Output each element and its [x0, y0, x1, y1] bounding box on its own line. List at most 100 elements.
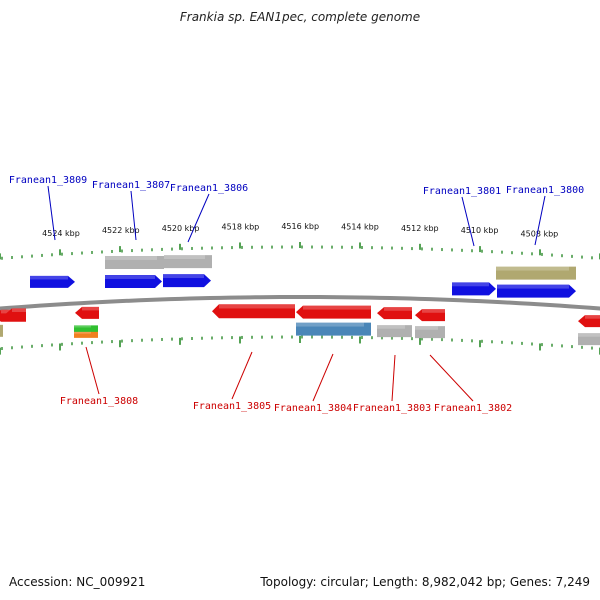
gene-franean1-3805-arrow	[212, 304, 295, 319]
gene-franean1-3806-arrow	[163, 274, 211, 288]
gene-franean1-3809-arrow	[30, 275, 75, 288]
gene-reverse-edge-right-highlight	[585, 315, 600, 319]
scale-label-4508: 4508 kbp	[521, 229, 559, 238]
rna-block-orange-highlight	[74, 331, 91, 334]
gene-franean1-3807-arrow	[105, 275, 162, 289]
gene-franean1-3803-arrow-highlight	[384, 307, 412, 311]
rna-block-orange	[74, 331, 98, 338]
pseudo-gene-block-a-highlight	[105, 256, 157, 260]
pseudo-gene-edge-right-body	[578, 333, 600, 346]
rna-block-green-highlight	[74, 325, 91, 328]
reverse-gene-4-leader	[429, 354, 474, 402]
rna-block-steel-highlight	[296, 322, 364, 327]
reverse-gene-0-leader	[85, 346, 100, 395]
gene-franean1-3808-arrow-body	[75, 306, 99, 319]
forward-gene-0-label: Franean1_3809	[9, 175, 87, 186]
reverse-gene-4-label: Franean1_3802	[434, 403, 512, 414]
pseudo-gene-block-b-body	[164, 255, 212, 269]
gene-franean1-3807-arrow-highlight	[105, 275, 155, 279]
gene-franean1-3801-arrow-body	[452, 282, 496, 296]
gene-franean1-3805-arrow-highlight	[219, 304, 295, 309]
forward-gene-0-leader	[47, 185, 56, 241]
gene-reverse-edge-left-b	[5, 308, 26, 321]
forward-gene-2-leader	[187, 193, 210, 243]
outer-tick-row	[0, 242, 600, 260]
rna-block-orange-body	[74, 331, 98, 338]
accession-text: Accession: NC_009921	[9, 575, 146, 589]
scale-label-4522: 4522 kbp	[102, 226, 140, 235]
rna-block-olive-body	[496, 266, 576, 280]
scale-label-4518: 4518 kbp	[222, 222, 260, 231]
gene-franean1-3809-arrow-body	[30, 275, 75, 288]
gene-reverse-edge-left-b-body	[5, 308, 26, 321]
gene-franean1-3802-arrow-highlight	[422, 309, 445, 313]
gene-franean1-3809-arrow-highlight	[30, 275, 68, 280]
gene-franean1-3805-arrow-body	[212, 304, 295, 319]
pseudo-gene-block-c-highlight	[377, 325, 405, 329]
pseudo-gene-block-d-body	[415, 326, 445, 339]
reverse-gene-1-label: Franean1_3805	[193, 401, 271, 412]
scale-label-4514: 4514 kbp	[341, 222, 379, 231]
page-title: Frankia sp. EAN1pec, complete genome	[179, 10, 421, 24]
gene-franean1-3806-arrow-body	[163, 274, 211, 288]
gene-franean1-3808-arrow-highlight	[82, 306, 99, 311]
forward-gene-1-leader	[130, 190, 137, 241]
gene-franean1-3807-arrow-body	[105, 275, 162, 289]
gene-franean1-3800-arrow-highlight	[497, 284, 569, 289]
rna-block-edge-left-body	[0, 324, 3, 337]
rna-block-olive	[496, 266, 576, 280]
pseudo-gene-block-a-body	[105, 256, 164, 270]
genome-stats-text: Topology: circular; Length: 8,982,042 bp…	[260, 575, 590, 589]
reverse-gene-2-label: Franean1_3804	[274, 403, 352, 414]
pseudo-gene-block-b-highlight	[164, 255, 205, 260]
scale-label-4510: 4510 kbp	[461, 226, 499, 235]
gene-franean1-3800-arrow-body	[497, 284, 576, 298]
forward-gene-3-label: Franean1_3801	[423, 186, 501, 197]
gene-franean1-3801-arrow-highlight	[452, 282, 489, 287]
reverse-gene-2-leader	[312, 353, 334, 402]
rna-block-steel	[296, 322, 371, 336]
genome-backbone	[0, 294, 600, 311]
scale-label-4520: 4520 kbp	[162, 224, 200, 233]
gene-reverse-edge-right	[578, 315, 600, 328]
forward-gene-2-label: Franean1_3806	[170, 183, 248, 194]
reverse-gene-3-leader	[391, 354, 396, 402]
pseudo-gene-block-d	[415, 326, 445, 339]
inner-tick-row	[0, 335, 600, 355]
rna-block-edge-left	[0, 324, 3, 337]
gene-reverse-edge-left-b-highlight	[12, 308, 26, 312]
gene-reverse-edge-right-body	[578, 315, 600, 328]
scale-label-4512: 4512 kbp	[401, 224, 439, 233]
gene-franean1-3804-arrow	[296, 305, 371, 319]
forward-gene-1-label: Franean1_3807	[92, 180, 170, 191]
pseudo-gene-block-d-highlight	[415, 326, 438, 330]
gene-franean1-3806-arrow-highlight	[163, 274, 204, 279]
rna-block-green	[74, 325, 98, 333]
pseudo-gene-edge-right	[578, 333, 600, 346]
pseudo-gene-edge-right-highlight	[578, 333, 600, 337]
gene-franean1-3800-arrow	[497, 284, 576, 298]
pseudo-gene-block-b	[164, 255, 212, 269]
reverse-gene-3-label: Franean1_3803	[353, 403, 431, 414]
forward-gene-4-leader	[534, 195, 546, 246]
gene-franean1-3803-arrow	[377, 307, 412, 320]
gene-franean1-3801-arrow	[452, 282, 496, 296]
pseudo-gene-block-a	[105, 256, 164, 270]
rna-block-steel-body	[296, 322, 371, 336]
forward-gene-4-label: Franean1_3800	[506, 185, 584, 196]
rna-block-green-body	[74, 325, 98, 333]
forward-gene-3-leader	[461, 196, 475, 247]
gene-franean1-3802-arrow	[415, 309, 445, 322]
reverse-gene-1-leader	[231, 351, 253, 400]
gene-franean1-3808-arrow	[75, 306, 99, 319]
gene-franean1-3804-arrow-body	[296, 305, 371, 319]
pseudo-gene-block-c	[377, 325, 412, 338]
gene-franean1-3802-arrow-body	[415, 309, 445, 322]
reverse-gene-0-label: Franean1_3808	[60, 396, 138, 407]
scale-label-4524: 4524 kbp	[42, 229, 80, 238]
pseudo-gene-block-c-body	[377, 325, 412, 338]
rna-block-olive-highlight	[496, 266, 569, 271]
scale-label-4516: 4516 kbp	[281, 222, 319, 231]
